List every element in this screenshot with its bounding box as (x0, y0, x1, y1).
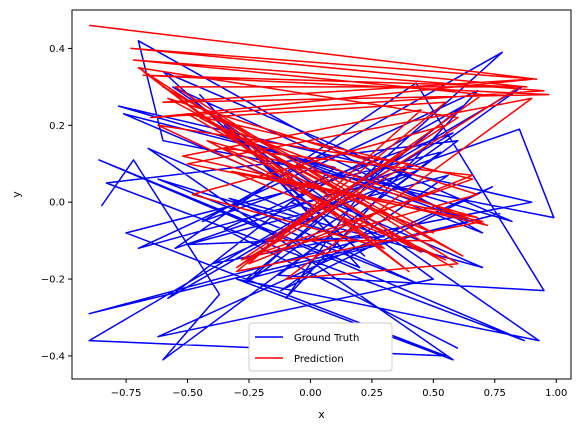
legend-label-prediction: Prediction (294, 354, 344, 365)
legend-label-ground-truth: Ground Truth (294, 333, 359, 344)
x-tick-label: −0.25 (234, 388, 265, 399)
legend-box (248, 322, 393, 372)
plot-frame (71, 9, 572, 380)
y-axis-label: y (10, 191, 23, 198)
y-tick-label: 0.0 (49, 198, 65, 209)
y-tick-label: −0.4 (41, 351, 65, 362)
x-tick-label: −0.50 (172, 388, 203, 399)
series-line-prediction (89, 24, 550, 280)
x-tick-label: 1.00 (545, 388, 567, 399)
y-axis-ticks: −0.4 −0.2 0.0 0.2 0.4 (41, 44, 72, 362)
x-tick-label: 0.75 (484, 388, 506, 399)
x-tick-label: 0.00 (299, 388, 321, 399)
x-axis-ticks: −0.75 −0.50 −0.25 0.00 0.25 0.50 0.75 1.00 (111, 379, 567, 399)
x-tick-label: 0.25 (361, 388, 383, 399)
y-tick-label: 0.4 (49, 44, 65, 55)
x-tick-label: −0.75 (111, 388, 142, 399)
legend: Ground Truth Prediction (248, 322, 393, 372)
y-tick-label: −0.2 (41, 275, 65, 286)
plot-lines (88, 24, 555, 361)
y-tick-label: 0.2 (49, 121, 65, 132)
x-tick-label: 0.50 (422, 388, 444, 399)
x-axis-label: x (318, 408, 325, 421)
